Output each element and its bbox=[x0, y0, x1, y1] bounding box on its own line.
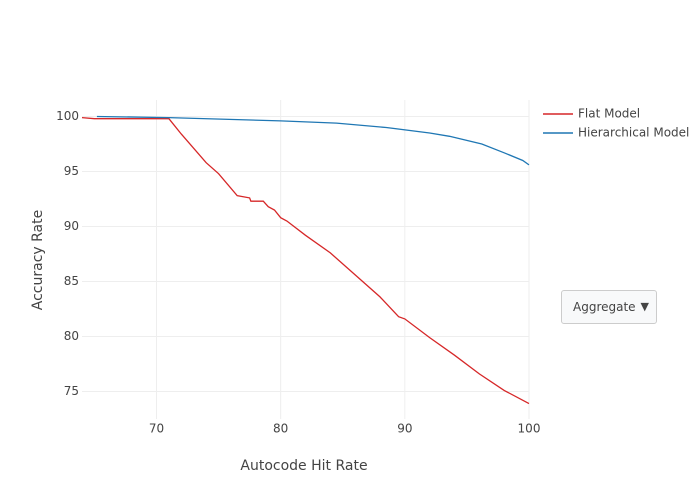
line bbox=[96, 115, 530, 166]
y-axis-label: Accuracy Rate bbox=[30, 210, 46, 310]
legend-label: Hierarchical Model bbox=[578, 126, 689, 140]
x-tick-label: 90 bbox=[397, 422, 412, 436]
y-tick-label: 95 bbox=[64, 164, 79, 178]
x-tick-label: 100 bbox=[518, 422, 541, 436]
line bbox=[81, 116, 530, 405]
y-tick-label: 75 bbox=[64, 384, 79, 398]
dropdown-arrow: ▼ bbox=[640, 300, 649, 313]
x-tick-label: 70 bbox=[149, 422, 164, 436]
dropdown-label: Aggregate bbox=[573, 300, 636, 314]
x-axis-label: Autocode Hit Rate bbox=[240, 458, 367, 474]
y-tick-label: 90 bbox=[64, 219, 79, 233]
y-tick-label: 80 bbox=[64, 329, 79, 343]
dropdown[interactable]: Aggregate ▼ bbox=[561, 290, 657, 324]
x-tick-label: 80 bbox=[273, 422, 288, 436]
y-tick-label: 85 bbox=[64, 274, 79, 288]
legend-label: Flat Model bbox=[578, 107, 640, 121]
y-tick-label: 100 bbox=[56, 109, 79, 123]
